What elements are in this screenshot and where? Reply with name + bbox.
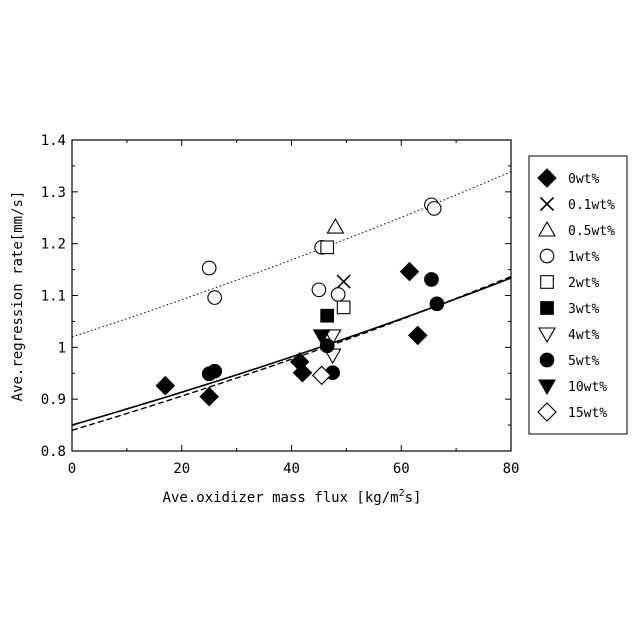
- legend-marker-2wt: [541, 276, 554, 289]
- data-point-3wt-0: [321, 309, 334, 322]
- x-tick-label: 60: [393, 461, 410, 477]
- y-tick-label: 1.3: [41, 185, 66, 201]
- legend-label: 2wt%: [568, 276, 599, 291]
- legend-label: 5wt%: [568, 354, 599, 369]
- data-point-2wt-0: [321, 241, 334, 254]
- x-tick-label: 0: [68, 461, 76, 477]
- legend-marker-3wt: [541, 302, 554, 315]
- data-point-1wt-2: [312, 283, 326, 297]
- data-point-1wt-6: [427, 202, 441, 216]
- y-tick-label: 0.8: [41, 444, 66, 460]
- legend-label: 1wt%: [568, 250, 599, 265]
- y-tick-label: 1.2: [41, 237, 66, 253]
- legend-label: 10wt%: [568, 380, 607, 395]
- legend-marker-1wt: [540, 249, 554, 263]
- data-point-1wt-4: [331, 288, 345, 302]
- legend-label: 0.5wt%: [568, 224, 615, 239]
- y-tick-label: 1.1: [41, 289, 66, 305]
- data-point-1wt-1: [208, 291, 222, 305]
- legend-label: 15wt%: [568, 406, 607, 421]
- x-tick-label: 80: [503, 461, 520, 477]
- legend-marker-5wt: [540, 353, 554, 367]
- y-axis-label: Ave.regression rate[mm/s]: [10, 191, 26, 402]
- x-tick-label: 40: [283, 461, 300, 477]
- legend-label: 0wt%: [568, 172, 599, 187]
- x-tick-label: 20: [173, 461, 190, 477]
- legend-label: 3wt%: [568, 302, 599, 317]
- legend-label: 4wt%: [568, 328, 599, 343]
- data-point-2wt-1: [337, 301, 350, 314]
- data-point-5wt-1: [208, 364, 222, 378]
- x-axis-label: Ave.oxidizer mass flux [kg/m2s]: [163, 488, 422, 506]
- y-tick-label: 1: [58, 340, 66, 356]
- legend-label: 0.1wt%: [568, 198, 615, 213]
- data-point-5wt-4: [425, 273, 439, 287]
- y-tick-label: 1.4: [41, 133, 66, 149]
- data-point-1wt-0: [202, 261, 216, 275]
- y-tick-label: 0.9: [41, 392, 66, 408]
- data-point-5wt-5: [430, 297, 444, 311]
